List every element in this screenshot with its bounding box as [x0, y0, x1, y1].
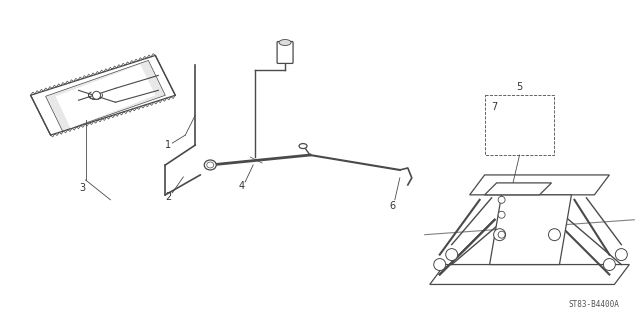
Text: 6: 6 — [390, 201, 396, 211]
Circle shape — [446, 249, 458, 260]
Circle shape — [498, 231, 505, 238]
Polygon shape — [430, 265, 629, 284]
Circle shape — [615, 249, 627, 260]
Circle shape — [434, 259, 446, 270]
Polygon shape — [31, 55, 175, 135]
Text: 3: 3 — [80, 183, 85, 193]
Ellipse shape — [299, 144, 307, 148]
Polygon shape — [490, 195, 571, 265]
Circle shape — [548, 229, 561, 241]
Circle shape — [498, 196, 505, 203]
Text: ST83-B4400A: ST83-B4400A — [568, 300, 619, 309]
Text: 4: 4 — [238, 181, 244, 191]
Ellipse shape — [207, 162, 214, 168]
Polygon shape — [485, 183, 552, 195]
Ellipse shape — [279, 40, 291, 45]
FancyBboxPatch shape — [277, 42, 293, 63]
Circle shape — [603, 259, 615, 270]
Text: 1: 1 — [165, 140, 171, 150]
Ellipse shape — [204, 160, 216, 170]
Polygon shape — [46, 60, 166, 131]
Polygon shape — [469, 175, 610, 195]
Text: 2: 2 — [165, 192, 171, 202]
Circle shape — [494, 229, 506, 241]
Circle shape — [92, 91, 101, 99]
Polygon shape — [55, 64, 155, 128]
Circle shape — [498, 211, 505, 218]
Text: 5: 5 — [517, 82, 523, 92]
Text: 7: 7 — [492, 102, 497, 112]
